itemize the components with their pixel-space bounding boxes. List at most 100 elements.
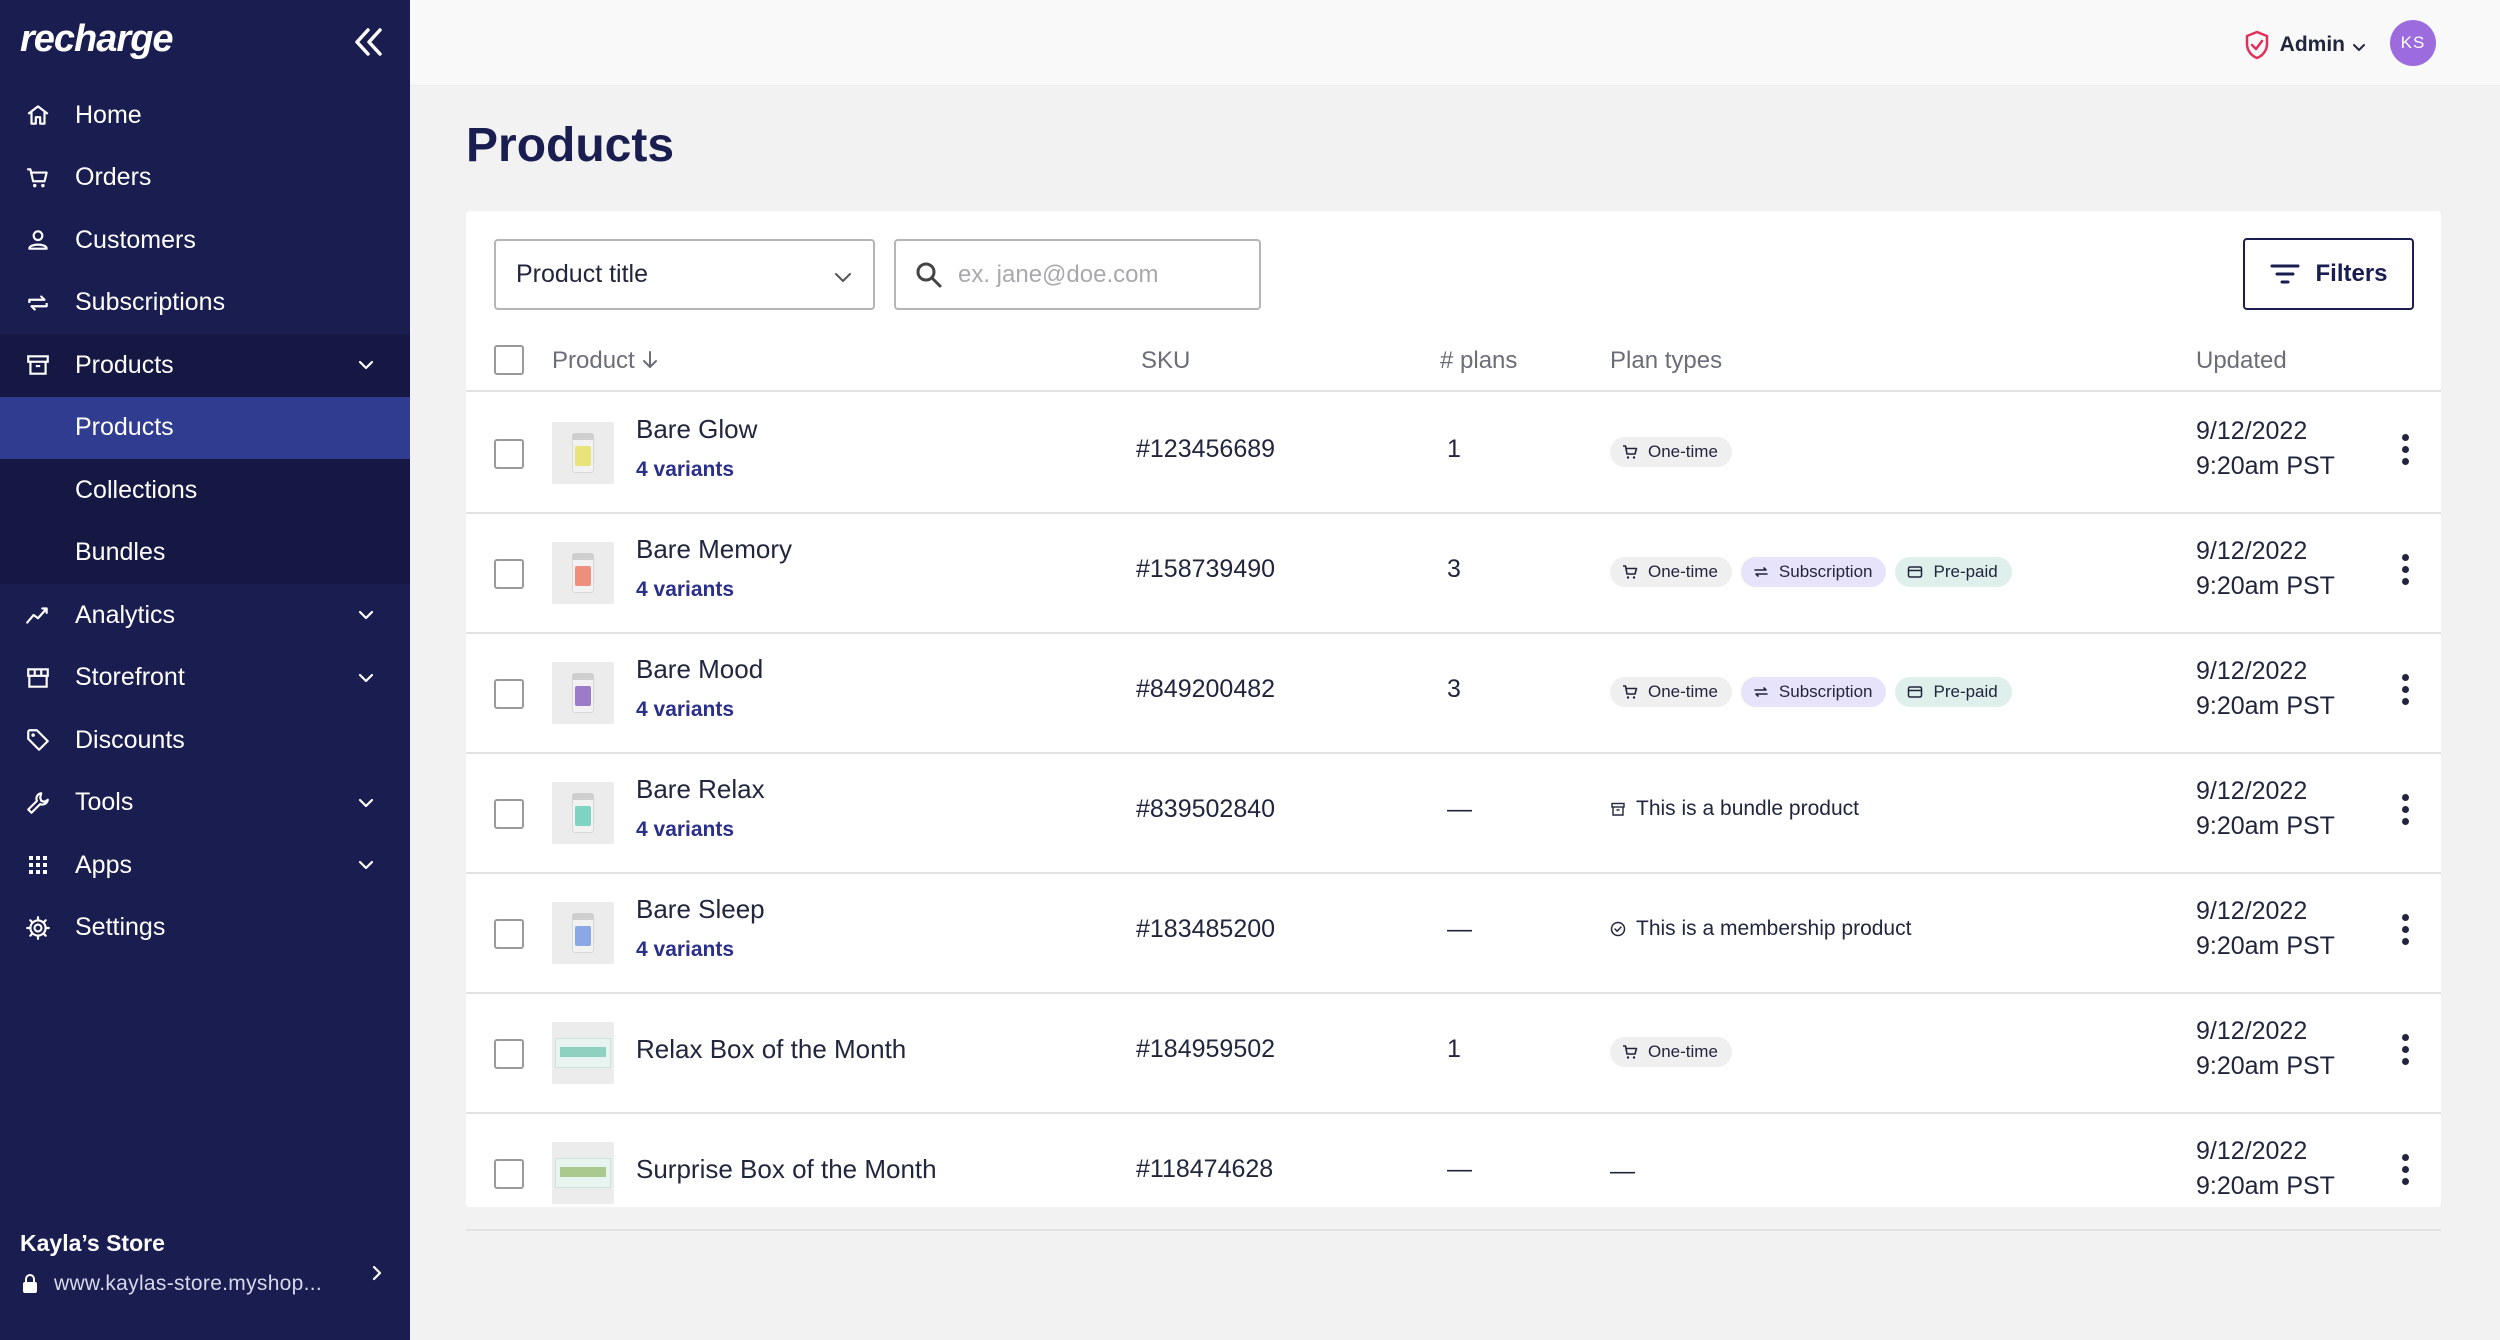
store-switcher[interactable]: Kayla’s Store www.kaylas-store.myshop... (20, 1230, 400, 1340)
search-icon (914, 260, 944, 290)
chevron-down-icon (354, 353, 378, 377)
plan-type-note-text: This is a bundle product (1636, 797, 1859, 820)
sidebar-item-label: Products (75, 350, 174, 379)
plan-type-label: Subscription (1778, 562, 1873, 581)
table-row[interactable]: Bare Mood 4 variants #849200482 3 One-time Su… (466, 634, 2441, 754)
sidebar-item-apps[interactable]: Apps (0, 834, 410, 897)
plan-types: One-time (1610, 437, 1741, 467)
product-thumbnail (552, 1022, 614, 1084)
shield-icon (2244, 30, 2270, 60)
collapse-sidebar-icon[interactable] (348, 20, 388, 64)
product-name[interactable]: Bare Glow (636, 414, 758, 444)
more-actions-icon[interactable] (2399, 794, 2411, 834)
product-name[interactable]: Bare Sleep (636, 894, 765, 924)
more-actions-icon[interactable] (2399, 914, 2411, 954)
product-name[interactable]: Bare Memory (636, 534, 793, 564)
chevron-down-icon (354, 853, 378, 877)
plan-type-badge: One-time (1610, 437, 1732, 467)
column-header-plan-types: Plan types (1610, 347, 1723, 374)
row-checkbox[interactable] (494, 799, 524, 829)
product-name[interactable]: Bare Mood (636, 654, 764, 684)
product-name[interactable]: Bare Relax (636, 774, 765, 804)
admin-menu[interactable]: Admin (2244, 30, 2367, 60)
table-row[interactable]: Bare Memory 4 variants #158739490 3 One-time… (466, 514, 2441, 634)
sidebar-subitem-products[interactable]: Products (0, 396, 410, 459)
more-actions-icon[interactable] (2399, 554, 2411, 594)
plan-types: This is a membership product (1610, 917, 1911, 941)
product-name[interactable]: Relax Box of the Month (636, 1034, 907, 1064)
product-thumbnail (552, 902, 614, 964)
plan-type-label: Subscription (1778, 682, 1873, 701)
sidebar-item-label: Settings (75, 913, 166, 942)
search-field-select[interactable]: Product title (494, 239, 875, 310)
plan-type-badge: Pre-paid (1895, 677, 2012, 707)
sidebar: recharge Home Orders Customers Subscript… (0, 0, 410, 1340)
more-actions-icon[interactable] (2399, 674, 2411, 714)
more-actions-icon[interactable] (2399, 1034, 2411, 1074)
more-actions-icon[interactable] (2399, 434, 2411, 474)
row-checkbox[interactable] (494, 439, 524, 469)
table-row[interactable]: Surprise Box of the Month #118474628 — — 9/1… (466, 1114, 2441, 1231)
variants-link[interactable]: 4 variants (636, 698, 735, 721)
sidebar-item-settings[interactable]: Settings (0, 897, 410, 960)
updated-time: 9:20am PST (2196, 932, 2335, 960)
sidebar-item-products[interactable]: Products (0, 334, 410, 397)
row-checkbox[interactable] (494, 1039, 524, 1069)
table-row[interactable]: Relax Box of the Month #184959502 1 One-tim… (466, 994, 2441, 1114)
archive-icon (1610, 801, 1636, 817)
search-input[interactable] (958, 260, 1238, 289)
table-row[interactable]: Bare Glow 4 variants #123456689 1 One-time 9/… (466, 394, 2441, 514)
sidebar-item-label: Analytics (75, 600, 176, 629)
avatar[interactable]: KS (2390, 20, 2436, 66)
more-actions-icon[interactable] (2399, 1154, 2411, 1194)
select-all-checkbox[interactable] (494, 345, 524, 375)
sidebar-item-label: Apps (75, 850, 132, 879)
variants-link[interactable]: 4 variants (636, 578, 735, 601)
updated-time: 9:20am PST (2196, 812, 2335, 840)
table-row[interactable]: Bare Sleep 4 variants #183485200 — This is a… (466, 874, 2441, 994)
sidebar-item-subscriptions[interactable]: Subscriptions (0, 272, 410, 335)
plan-types: — (1610, 1157, 1635, 1186)
row-checkbox[interactable] (494, 919, 524, 949)
sidebar-item-tools[interactable]: Tools (0, 772, 410, 835)
updated-time: 9:20am PST (2196, 1052, 2335, 1080)
repeat-icon (1753, 564, 1779, 580)
sidebar-item-label: Tools (75, 788, 134, 817)
variants-link[interactable]: 4 variants (636, 458, 735, 481)
product-name[interactable]: Surprise Box of the Month (636, 1154, 937, 1184)
filter-icon (2269, 261, 2301, 287)
column-header-sku: SKU (1141, 347, 1191, 374)
updated-date: 9/12/2022 (2196, 897, 2308, 925)
updated-at: 9/12/2022 9:20am PST (2196, 774, 2335, 844)
row-checkbox[interactable] (494, 559, 524, 589)
product-thumbnail (552, 422, 614, 484)
plan-types-empty: — (1610, 1157, 1635, 1185)
column-header-product[interactable]: Product (552, 347, 659, 375)
sidebar-item-orders[interactable]: Orders (0, 147, 410, 210)
sidebar-subitem-collections[interactable]: Collections (75, 475, 198, 504)
variants-link[interactable]: 4 variants (636, 818, 735, 841)
table-row[interactable]: Bare Relax 4 variants #839502840 — This is a… (466, 754, 2441, 874)
plan-type-label: One-time (1648, 682, 1718, 701)
sidebar-item-customers[interactable]: Customers (0, 209, 410, 272)
filters-button[interactable]: Filters (2243, 238, 2414, 310)
plans-count: 3 (1447, 555, 1461, 583)
updated-time: 9:20am PST (2196, 452, 2335, 480)
sidebar-item-home[interactable]: Home (0, 84, 410, 147)
sku-value: #849200482 (1136, 675, 1276, 703)
user-icon (22, 224, 54, 256)
variants-link[interactable]: 4 variants (636, 938, 735, 961)
sidebar-item-analytics[interactable]: Analytics (0, 584, 410, 647)
plans-count: — (1447, 795, 1472, 823)
sidebar-subitem-bundles[interactable]: Bundles (75, 538, 166, 567)
home-icon (22, 99, 54, 131)
updated-at: 9/12/2022 9:20am PST (2196, 534, 2335, 604)
sku-value: #183485200 (1136, 915, 1276, 943)
plan-type-badge: One-time (1610, 1037, 1732, 1067)
page-title: Products (466, 119, 675, 172)
plan-types: One-time (1610, 1037, 1741, 1067)
row-checkbox[interactable] (494, 679, 524, 709)
sidebar-item-discounts[interactable]: Discounts (0, 709, 410, 772)
sidebar-item-storefront[interactable]: Storefront (0, 647, 410, 710)
row-checkbox[interactable] (494, 1159, 524, 1189)
